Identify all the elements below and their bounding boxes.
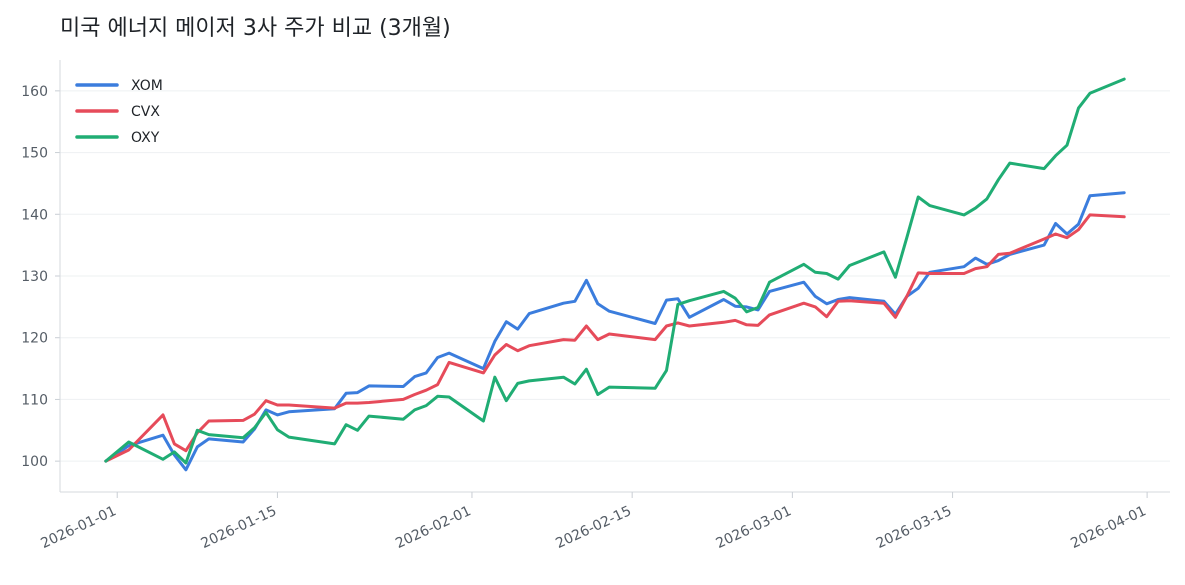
x-tick-label: 2026-03-15 [874,503,955,552]
series-line-cvx [104,213,1126,463]
y-tick-label: 150 [21,146,48,162]
x-tick-label: 2026-03-01 [714,503,795,552]
y-tick-label: 160 [21,84,48,100]
x-tick-label: 2026-04-01 [1068,503,1149,552]
x-tick-label: 2026-01-15 [199,503,280,552]
y-tick-label: 100 [21,454,48,470]
x-tick-label: 2026-01-01 [38,503,119,552]
y-tick-label: 130 [21,269,48,285]
x-tick-label: 2026-02-15 [553,503,634,552]
y-tick-label: 110 [21,392,48,408]
legend-label-cvx: CVX [131,104,160,120]
chart-title: 미국 에너지 메이저 3사 주가 비교 (3개월) [60,16,451,41]
series-line-xom [104,191,1126,472]
x-tick-label: 2026-02-01 [393,503,474,552]
series-line-oxy [104,77,1126,465]
y-tick-label: 140 [21,207,48,223]
legend-label-xom: XOM [131,78,163,94]
legend-label-oxy: OXY [131,130,160,146]
y-tick-label: 120 [21,331,48,347]
